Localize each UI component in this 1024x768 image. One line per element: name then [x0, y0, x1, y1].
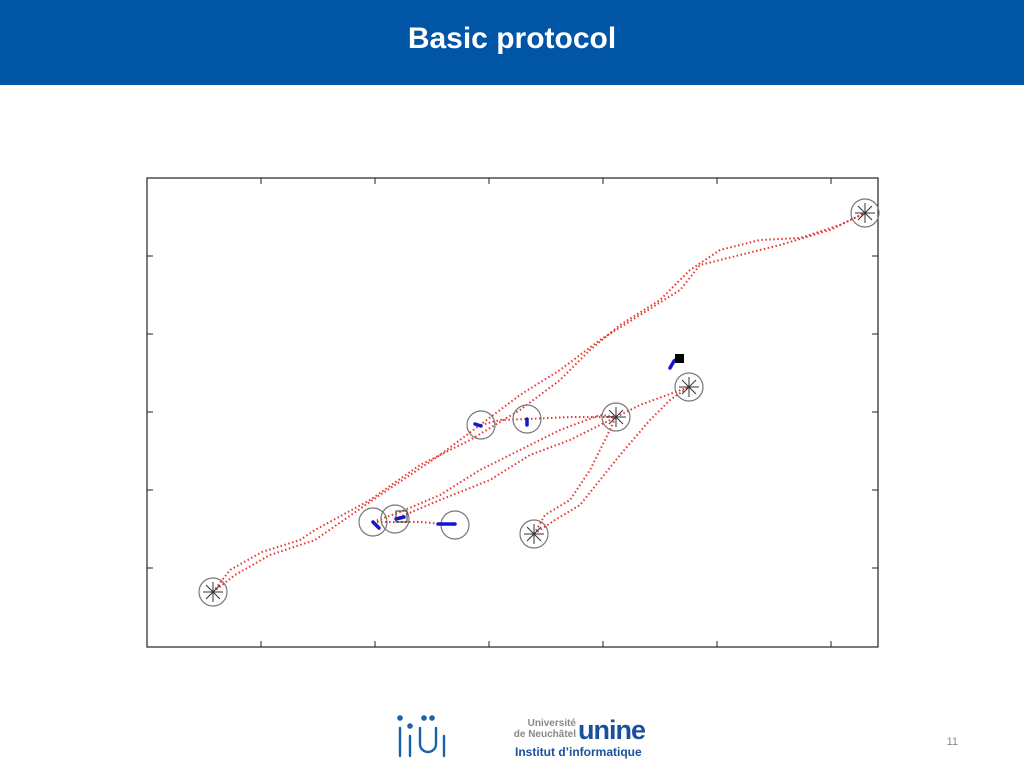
university-line1: Université — [528, 718, 577, 729]
nodes — [198, 198, 880, 607]
paths — [212, 212, 866, 593]
header-bar: Basic protocol — [0, 0, 1024, 85]
page-number: 11 — [947, 736, 958, 748]
institute-name: Institut d’informatique — [515, 745, 642, 759]
university-line2: de Neuchâtel — [514, 729, 576, 740]
iiun-logo — [397, 715, 446, 758]
university-mark: unine — [578, 715, 646, 745]
plot-frame — [146, 177, 879, 648]
axis-ticks — [147, 178, 878, 647]
slide-title: Basic protocol — [407, 22, 617, 55]
